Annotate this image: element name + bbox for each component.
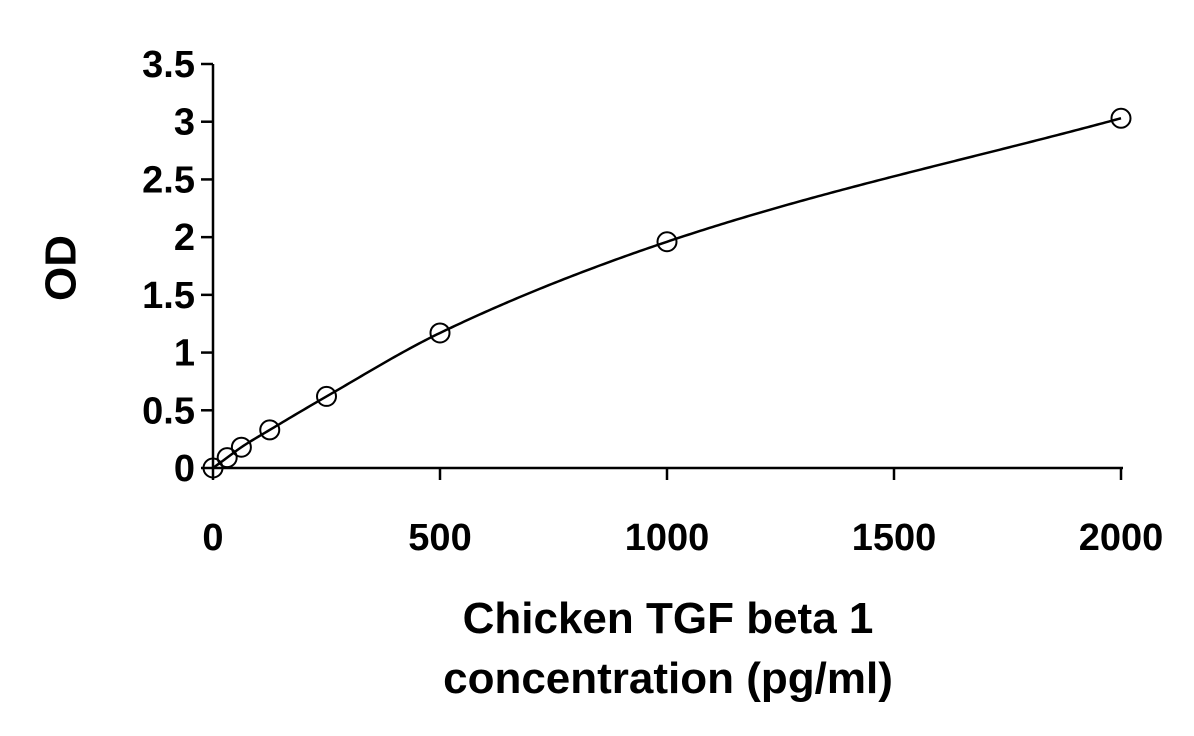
y-tick-label: 1.5 xyxy=(142,275,195,317)
y-tick-label: 0.5 xyxy=(142,390,195,432)
y-tick-label: 0 xyxy=(174,448,195,490)
data-point xyxy=(230,436,252,458)
y-tick-label: 1 xyxy=(174,333,195,375)
y-tick-label: 3 xyxy=(174,102,195,144)
data-point xyxy=(1110,107,1132,129)
x-axis-ticks: 0 500 1000 1500 2000 xyxy=(202,468,1163,559)
x-tick-label: 1000 xyxy=(625,517,710,559)
data-point xyxy=(429,322,451,344)
data-point xyxy=(656,231,678,253)
data-points xyxy=(202,107,1132,479)
y-axis-title: OD xyxy=(37,235,86,301)
x-tick-label: 1500 xyxy=(852,517,937,559)
x-tick-label: 500 xyxy=(408,517,471,559)
x-tick-label: 2000 xyxy=(1079,517,1164,559)
axis-titles: OD Chicken TGF beta 1 concentration (pg/… xyxy=(37,235,893,703)
data-point xyxy=(259,419,281,441)
x-tick-label: 0 xyxy=(202,517,223,559)
y-tick-label: 2 xyxy=(174,217,195,259)
y-tick-label: 2.5 xyxy=(142,159,195,201)
y-tick-label: 3.5 xyxy=(142,44,195,86)
data-point xyxy=(202,457,224,479)
x-axis-title-line-2: concentration (pg/ml) xyxy=(443,654,893,703)
fit-curve-group xyxy=(212,117,1122,470)
data-point xyxy=(216,447,238,469)
x-axis-title-line-1: Chicken TGF beta 1 xyxy=(463,594,874,643)
data-point xyxy=(316,385,337,407)
y-axis-ticks: 0 0.5 1 1.5 2 2.5 3 3.5 xyxy=(142,44,213,490)
fit-curve xyxy=(212,117,1122,470)
